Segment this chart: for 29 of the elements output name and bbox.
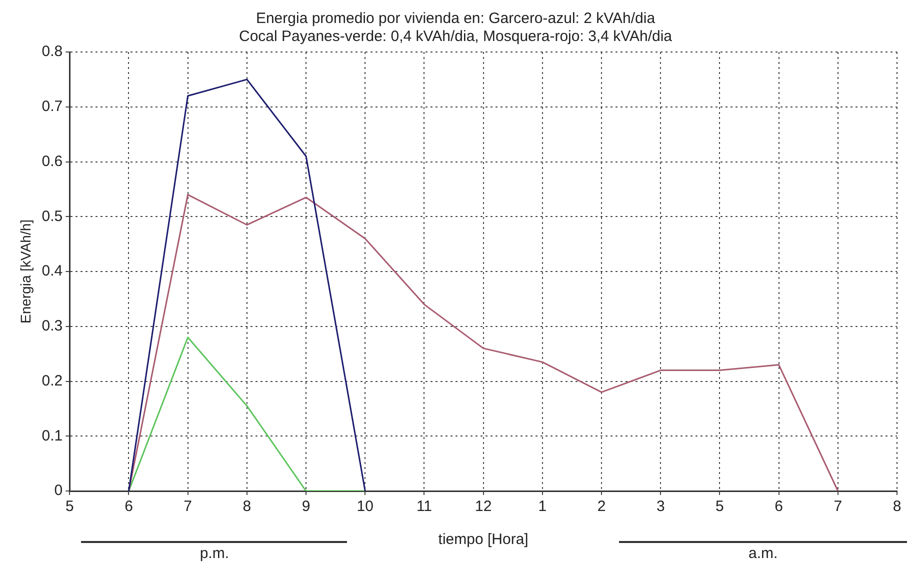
text: a.m. <box>748 545 778 562</box>
y-tick-label: 0.7 <box>42 98 63 116</box>
y-tick-label: 0.8 <box>42 43 63 60</box>
x-tick-label: 9 <box>302 498 310 516</box>
text: p.m. <box>200 545 230 562</box>
x-tick-label: 6 <box>124 498 133 516</box>
x-tick-label: 8 <box>242 498 252 516</box>
x-tick-label: 6 <box>774 498 783 516</box>
y-tick-label: 0.6 <box>42 152 63 170</box>
y-tick-label: 0.5 <box>42 208 63 225</box>
y-tick-label: 0.4 <box>42 262 63 280</box>
x-tick-label: 7 <box>834 498 842 516</box>
x-tick-label: 8 <box>892 498 902 516</box>
x-tick-label: 3 <box>656 498 665 516</box>
x-tick-label: 5 <box>716 498 724 516</box>
x-tick-label: 10 <box>356 498 374 516</box>
x-axis-title: tiempo [Hora] <box>438 531 528 548</box>
y-tick-label: 0.1 <box>42 427 63 444</box>
x-tick-label: 12 <box>474 498 492 516</box>
y-axis-title: Energia [kVAh/h] <box>17 219 34 324</box>
y-tick-label: 0.3 <box>42 318 63 335</box>
y-tick-label: 0.2 <box>42 372 63 390</box>
x-tick-label: 11 <box>416 498 432 516</box>
x-tick-label: 5 <box>65 498 74 516</box>
y-tick-label: 0 <box>54 482 63 500</box>
x-tick-label: 2 <box>597 498 606 516</box>
x-tick-label: 1 <box>538 498 547 516</box>
x-tick-label: 7 <box>184 498 192 516</box>
chart-title: Energia promedio por vivienda en: Garcero-azul: 2 kVAh/dia Cocal Payanes-verde: 0,4 kVAh/dia, Mosquera-rojo: 3,4 kVAh/dia <box>238 10 673 46</box>
